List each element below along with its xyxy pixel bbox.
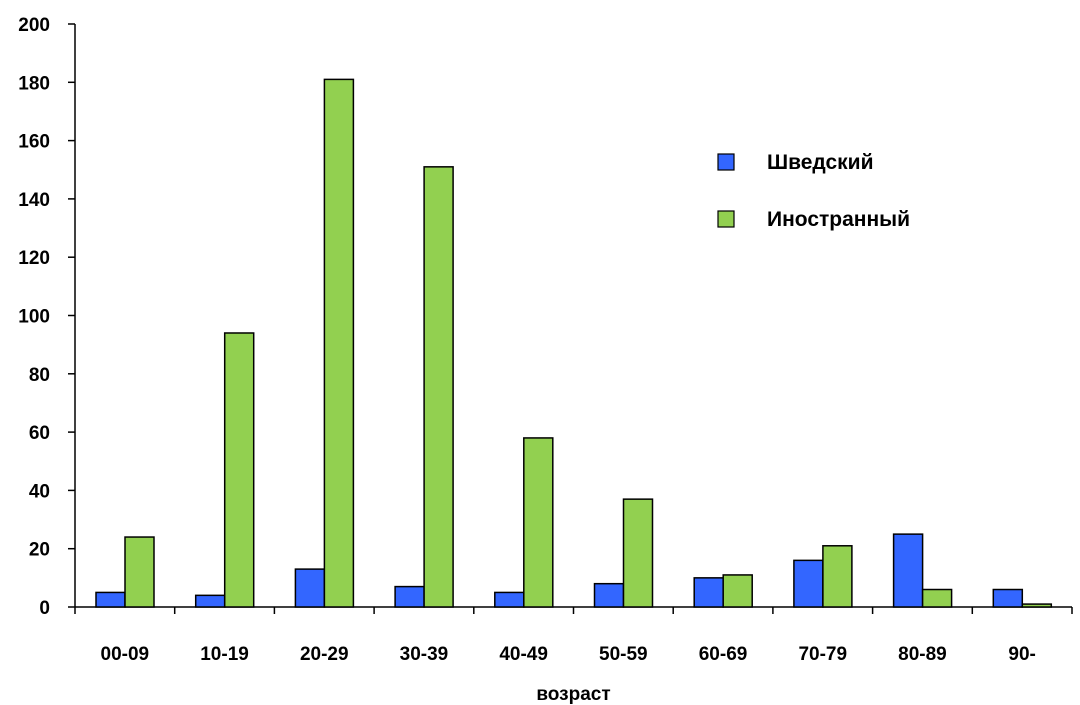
bar-foreign-50-59	[622, 498, 654, 608]
bar-foreign-90-	[1021, 603, 1053, 608]
y-tick-label: 60	[29, 423, 50, 444]
bar-foreign-20-29	[323, 78, 355, 608]
y-tick-label: 140	[18, 190, 50, 211]
x-tick-label: 10-19	[200, 644, 249, 665]
bar-swedish-30-39	[394, 585, 425, 608]
bar-swedish-20-29	[294, 568, 326, 608]
bar-swedish-10-19	[194, 594, 226, 608]
bar-swedish-40-49	[494, 591, 525, 608]
x-axis: 00-09 10-19 20-29 30-39 40-49 50-59 60-69 70-79…	[74, 606, 1073, 665]
y-tick-label: 200	[18, 15, 50, 36]
bar-foreign-00-09	[124, 536, 155, 608]
x-tick-label: 80-89	[898, 644, 947, 665]
legend: Шведский Иностранный	[717, 151, 910, 231]
x-tick-label: 20-29	[300, 644, 349, 665]
x-tick-label: 60-69	[699, 644, 748, 665]
y-tick-label: 180	[18, 73, 50, 94]
legend-label: Иностранный	[767, 208, 910, 231]
bars	[95, 78, 1053, 608]
x-tick-label: 30-39	[400, 644, 449, 665]
bar-foreign-80-89	[921, 588, 953, 608]
bar-swedish-00-09	[95, 591, 126, 608]
x-tick-label: 40-49	[499, 644, 548, 665]
y-tick-label: 160	[18, 132, 50, 153]
y-tick-label: 20	[29, 540, 50, 561]
bar-foreign-60-69	[722, 574, 753, 608]
bar-swedish-70-79	[793, 559, 824, 608]
x-tick-label: 00-09	[101, 644, 150, 665]
legend-swatch	[717, 210, 735, 228]
legend-label: Шведский	[767, 151, 873, 174]
bar-foreign-70-79	[822, 545, 853, 608]
y-tick-label: 0	[39, 598, 50, 619]
x-tick-label: 90-	[1008, 644, 1035, 665]
y-tick-label: 120	[18, 248, 50, 269]
y-tick-label: 80	[29, 365, 50, 386]
y-axis: 0 20 40 60 80 100 120 140 160 180 200	[18, 15, 76, 619]
bar-foreign-10-19	[223, 332, 255, 608]
bar-swedish-50-59	[593, 582, 625, 608]
bar-swedish-90-	[992, 588, 1024, 608]
x-tick-label: 50-59	[599, 644, 648, 665]
x-tick-label: 70-79	[798, 644, 847, 665]
y-tick-label: 100	[18, 307, 50, 328]
bar-swedish-60-69	[693, 577, 724, 608]
bar-swedish-80-89	[892, 533, 924, 608]
bar-foreign-40-49	[523, 437, 554, 608]
legend-swatch	[717, 153, 735, 171]
bar-foreign-30-39	[423, 166, 454, 608]
y-tick-label: 40	[29, 481, 50, 502]
x-axis-title: возраст	[536, 684, 610, 705]
